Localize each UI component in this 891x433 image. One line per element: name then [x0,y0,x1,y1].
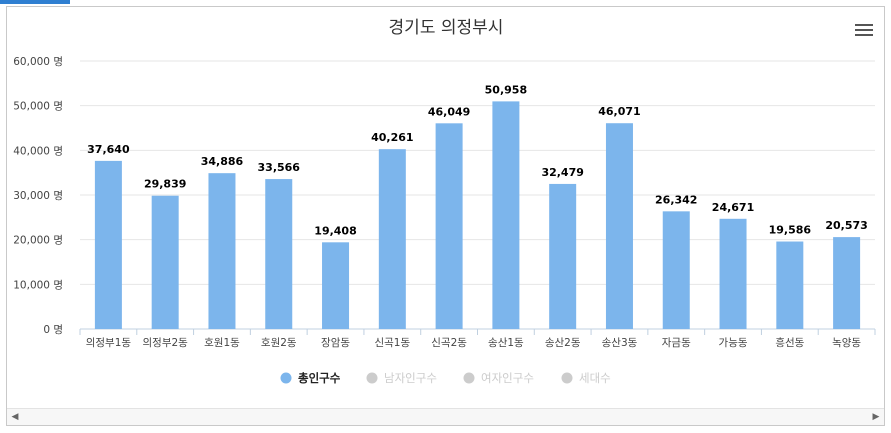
data-labels: 37,640 29,839 34,886 33,566 19,408 40,261 46,0… [87,83,868,237]
data-label: 34,886 [201,155,244,168]
bar [719,218,747,329]
data-label: 46,049 [428,105,470,118]
data-label: 29,839 [144,178,186,191]
x-tick-label: 자금동 [662,337,691,349]
data-label: 20,573 [825,219,867,232]
data-label: 32,479 [541,166,583,179]
data-label: 37,640 [87,143,130,156]
legend-label: 여자인구수 [481,371,534,385]
legend-label: 남자인구수 [384,371,437,385]
grid-lines [80,60,875,330]
legend-item[interactable]: 세대수 [561,371,611,385]
data-label: 40,261 [371,131,413,144]
y-tick-label: 10,000 명 [13,279,63,291]
legend-marker [280,372,292,384]
x-tick-label: 송산2동 [545,337,581,349]
bar [662,211,690,329]
bar [265,179,293,329]
legend-marker [366,372,378,384]
legend-label: 총인구수 [298,371,341,385]
y-tick-label: 60,000 명 [13,56,63,68]
bar [322,242,350,329]
data-label: 19,408 [314,224,356,237]
y-tick-label: 20,000 명 [13,235,63,247]
y-tick-label: 50,000 명 [13,101,63,113]
horizontal-scrollbar[interactable]: ◀ ▶ [7,408,884,425]
x-tick-label: 호원1동 [204,337,240,349]
bars [94,101,861,329]
x-tick-label: 장암동 [321,337,350,349]
chart-title: 경기도 의정부시 [389,18,504,38]
chevron-left-icon[interactable]: ◀ [11,412,19,422]
x-tick-label: 신곡1동 [374,337,410,349]
legend-label: 세대수 [579,371,611,385]
x-tick-label: 신곡2동 [431,337,467,349]
y-tick-label: 0 명 [43,324,63,336]
hamburger-menu-icon [855,24,873,26]
data-label: 26,342 [655,193,697,206]
legend-item[interactable]: 남자인구수 [366,371,437,385]
legend-item[interactable]: 총인구수 [280,371,341,385]
bar [549,183,577,329]
bar [208,173,236,329]
data-label: 50,958 [485,83,527,96]
bar [94,160,122,329]
y-tick-label: 40,000 명 [13,145,63,157]
legend-marker [561,372,573,384]
x-tick-label: 녹양동 [832,337,861,349]
x-tick-label: 의정부1동 [86,337,132,349]
bar [435,123,463,329]
x-tick-label: 가능동 [719,337,748,349]
bar [151,195,179,329]
x-tick-label: 송산3동 [602,337,638,349]
bar [492,101,520,329]
data-label: 24,671 [712,201,754,214]
y-axis: 0 명 10,000 명 20,000 명 30,000 명 40,000 명 50,00… [13,56,63,336]
data-label: 19,586 [769,224,812,237]
x-tick-label: 호원2동 [261,337,297,349]
chart-menu-button[interactable] [855,24,873,38]
y-tick-label: 30,000 명 [13,190,63,202]
chevron-right-icon[interactable]: ▶ [872,412,880,422]
x-axis: 의정부1동 의정부2동 호원1동 호원2동 장암동 신곡1동 신곡2동 송산1동 송산2동 송산3… [79,329,876,349]
x-tick-label: 의정부2동 [143,337,189,349]
x-tick-label: 송산1동 [488,337,524,349]
x-tick-label: 흥선동 [775,336,804,349]
legend-item[interactable]: 여자인구수 [463,371,534,385]
top-accent-bar [0,0,70,4]
bar [605,123,633,329]
legend: 총인구수 남자인구수 여자인구수 세대수 [280,371,611,385]
data-label: 33,566 [258,161,301,174]
bar [776,241,804,329]
bar [378,149,406,329]
scroll-track[interactable] [23,409,868,425]
bar [833,237,861,329]
data-label: 46,071 [598,105,640,118]
legend-marker [463,372,475,384]
